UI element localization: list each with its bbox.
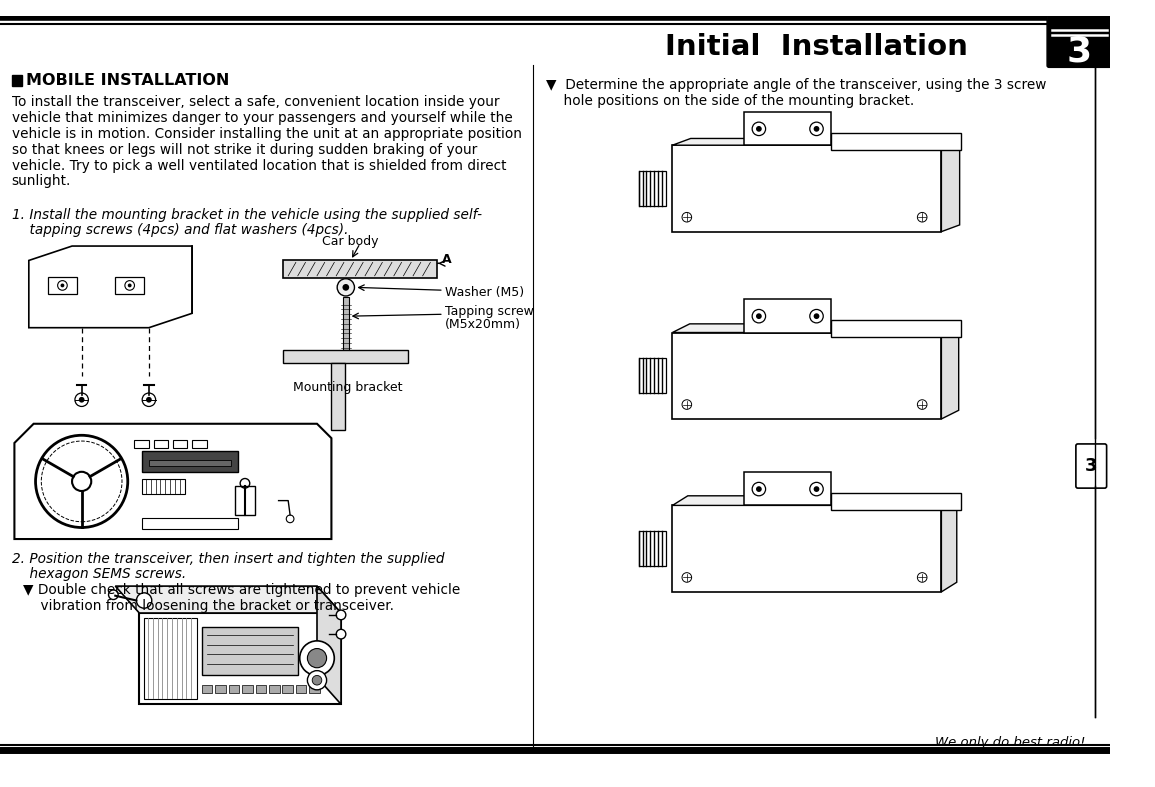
Bar (830, 133, 961, 150)
Circle shape (757, 313, 762, 319)
Text: Initial  Installation: Initial Installation (665, 33, 968, 61)
Polygon shape (745, 471, 830, 505)
Circle shape (813, 486, 819, 492)
Text: 2. Position the transceiver, then insert and tighten the supplied: 2. Position the transceiver, then insert… (12, 552, 444, 566)
Bar (229, 685, 239, 693)
Polygon shape (941, 496, 956, 592)
Circle shape (813, 313, 819, 319)
Text: hexagon SEMS screws.: hexagon SEMS screws. (12, 567, 186, 581)
Text: A: A (442, 253, 452, 266)
Bar (236, 486, 254, 515)
Bar (173, 440, 187, 448)
Bar (134, 440, 149, 448)
FancyBboxPatch shape (1048, 16, 1111, 68)
Bar (116, 277, 144, 294)
Bar (672, 145, 941, 231)
Bar (830, 320, 961, 338)
Polygon shape (672, 139, 960, 145)
Bar (255, 685, 266, 693)
Polygon shape (745, 299, 830, 332)
Circle shape (337, 279, 355, 296)
Bar (142, 479, 186, 494)
Bar (215, 685, 225, 693)
Circle shape (58, 281, 67, 290)
Circle shape (307, 671, 327, 690)
Bar (269, 685, 280, 693)
Bar (331, 364, 345, 430)
Text: We only do best radio!: We only do best radio! (936, 736, 1086, 749)
Circle shape (109, 590, 118, 600)
Circle shape (307, 648, 327, 667)
Bar (243, 685, 253, 693)
Circle shape (60, 283, 65, 287)
Text: 3: 3 (1067, 34, 1091, 68)
Polygon shape (14, 423, 331, 539)
Bar (142, 451, 238, 471)
Bar (202, 685, 213, 693)
Circle shape (136, 593, 151, 608)
Bar (639, 531, 665, 566)
Text: To install the transceiver, select a safe, convenient location inside your: To install the transceiver, select a saf… (12, 95, 499, 109)
Text: sunlight.: sunlight. (12, 175, 70, 188)
Polygon shape (29, 246, 192, 327)
Text: 1. Install the mounting bracket in the vehicle using the supplied self-: 1. Install the mounting bracket in the v… (12, 208, 482, 222)
Text: (M5x20mm): (M5x20mm) (445, 318, 521, 331)
Text: Mounting bracket: Mounting bracket (293, 381, 402, 394)
Text: vibration from loosening the bracket or transceiver.: vibration from loosening the bracket or … (23, 599, 394, 612)
Text: Washer (M5): Washer (M5) (445, 286, 524, 298)
Text: so that knees or legs will not strike it during sudden braking of your: so that knees or legs will not strike it… (12, 142, 477, 157)
Polygon shape (941, 139, 960, 231)
Circle shape (79, 397, 84, 403)
Polygon shape (316, 586, 341, 704)
Text: hole positions on the side of the mounting bracket.: hole positions on the side of the mounti… (545, 94, 914, 109)
Polygon shape (941, 324, 959, 419)
Polygon shape (672, 324, 959, 332)
Text: tapping screws (4pcs) and flat washers (4pcs).: tapping screws (4pcs) and flat washers (… (12, 224, 348, 238)
Bar (154, 440, 169, 448)
Text: vehicle is in motion. Consider installing the unit at an appropriate position: vehicle is in motion. Consider installin… (12, 127, 522, 141)
Bar (142, 518, 238, 530)
Circle shape (342, 284, 349, 290)
Bar (639, 358, 665, 393)
Bar (639, 171, 665, 205)
Bar (296, 685, 306, 693)
Circle shape (757, 486, 762, 492)
Text: MOBILE INSTALLATION: MOBILE INSTALLATION (25, 73, 230, 88)
Circle shape (299, 641, 334, 675)
Bar (672, 505, 941, 592)
Text: Tapping screw: Tapping screw (445, 305, 534, 318)
Circle shape (813, 126, 819, 131)
Bar (49, 277, 77, 294)
Text: ▼ Double check that all screws are tightened to prevent vehicle: ▼ Double check that all screws are tight… (23, 583, 461, 597)
Bar (830, 493, 961, 510)
Text: vehicle. Try to pick a well ventilated location that is shielded from direct: vehicle. Try to pick a well ventilated l… (12, 159, 506, 172)
Text: Car body: Car body (322, 235, 379, 248)
Text: ▼  Determine the appropriate angle of the transceiver, using the 3 screw: ▼ Determine the appropriate angle of the… (545, 78, 1046, 92)
Polygon shape (745, 112, 830, 145)
Text: vehicle that minimizes danger to your passengers and yourself while the: vehicle that minimizes danger to your pa… (12, 111, 513, 125)
Bar (310, 685, 320, 693)
Circle shape (146, 397, 151, 403)
Circle shape (336, 610, 345, 619)
Bar (672, 332, 941, 419)
Polygon shape (116, 586, 341, 613)
Circle shape (125, 281, 134, 290)
Circle shape (757, 126, 762, 131)
Bar (192, 440, 207, 448)
Bar (12, 75, 22, 86)
Bar (283, 349, 408, 364)
Circle shape (312, 675, 322, 685)
Bar (283, 685, 293, 693)
Bar (343, 297, 349, 349)
FancyBboxPatch shape (1075, 444, 1106, 488)
Polygon shape (672, 496, 956, 505)
Bar (283, 260, 437, 278)
Text: 3: 3 (1085, 457, 1097, 475)
Bar (202, 627, 298, 675)
Circle shape (336, 630, 345, 639)
Bar (144, 618, 196, 700)
Circle shape (128, 283, 132, 287)
Bar (149, 460, 231, 466)
Bar (140, 613, 341, 704)
